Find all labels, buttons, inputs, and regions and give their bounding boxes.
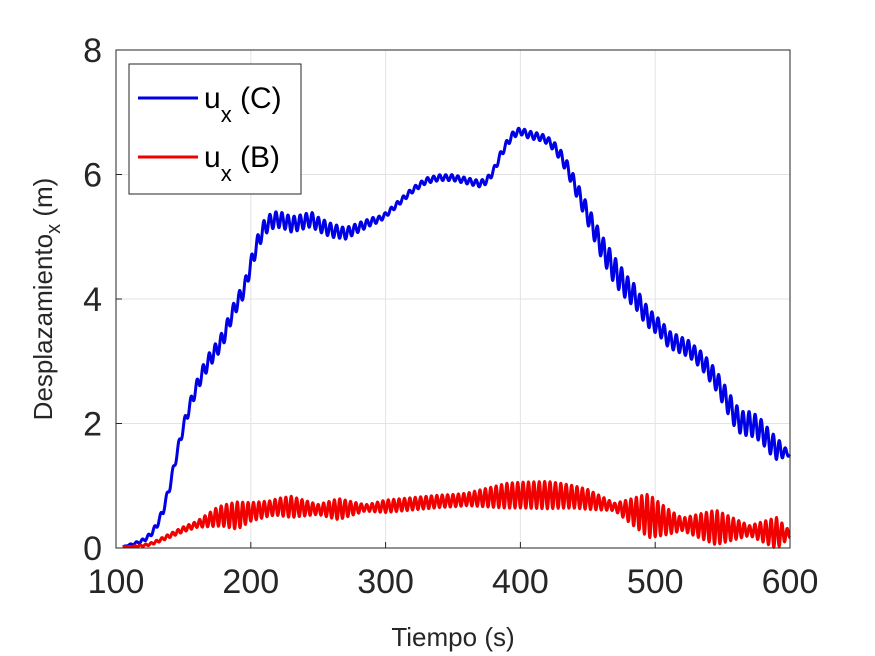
x-tick-label-5: 600 xyxy=(762,563,819,601)
y-tick-label-3: 6 xyxy=(83,157,102,195)
legend-entry-c-sub: x xyxy=(221,102,232,127)
y-tick-label-4: 8 xyxy=(83,32,102,70)
legend: ux (C) ux (B) xyxy=(128,63,302,195)
legend-entry-b: ux (B) xyxy=(204,141,280,186)
series-line-0 xyxy=(121,126,792,549)
x-tick-label-3: 400 xyxy=(492,563,549,601)
y-tick-label-2: 4 xyxy=(83,281,102,319)
x-tick-label-4: 500 xyxy=(627,563,684,601)
x-tick-label-0: 100 xyxy=(88,563,145,601)
x-tick-label-2: 300 xyxy=(357,563,414,601)
legend-box xyxy=(128,63,302,195)
y-axis-title-sub: x xyxy=(43,224,65,234)
x-axis-title: Tiempo (s) xyxy=(391,622,514,652)
legend-entry-b-sub: x xyxy=(221,161,232,186)
legend-entry-c: ux (C) xyxy=(204,82,282,127)
y-axis-title-main: Desplazamiento xyxy=(28,234,58,420)
tick-labels: 100 200 300 400 500 600 0 2 4 6 8 xyxy=(83,32,818,601)
legend-entry-c-main: u xyxy=(204,82,221,115)
y-axis-title-unit: (m) xyxy=(28,178,58,224)
series-lines xyxy=(121,126,792,549)
legend-entry-b-main: u xyxy=(204,141,221,174)
series-line-1 xyxy=(121,479,792,549)
legend-entry-c-rest: (C) xyxy=(232,82,282,115)
y-axis-title: Desplazamientox (m) xyxy=(28,178,65,421)
y-tick-label-0: 0 xyxy=(83,530,102,568)
legend-entry-b-rest: (B) xyxy=(232,141,280,174)
y-tick-label-1: 2 xyxy=(83,406,102,444)
x-tick-label-1: 200 xyxy=(222,563,279,601)
